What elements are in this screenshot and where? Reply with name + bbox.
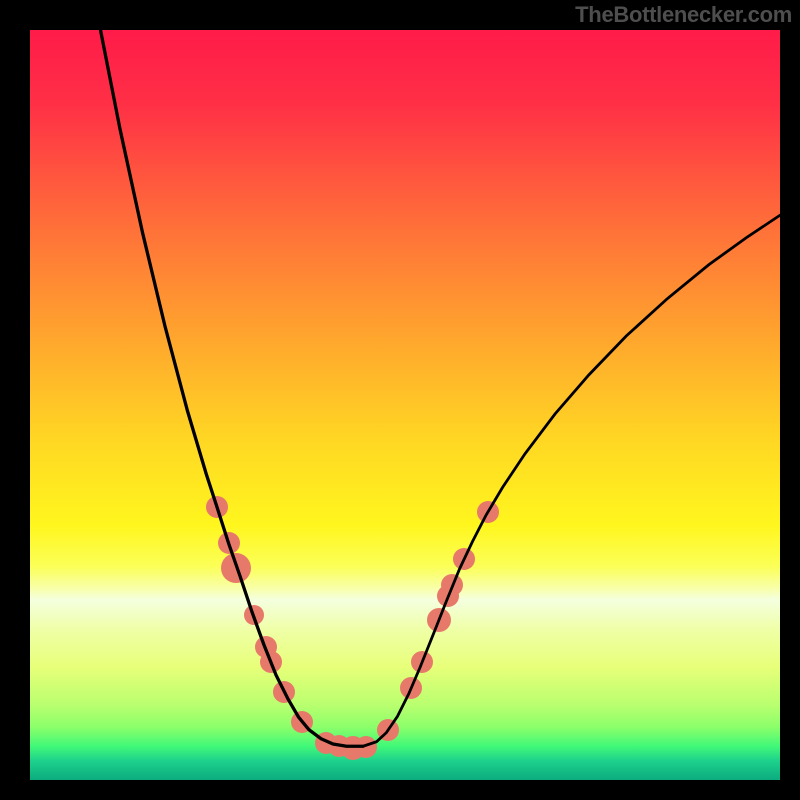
- curve-left: [101, 30, 364, 746]
- watermark-label: TheBottlenecker.com: [575, 2, 792, 28]
- plot-area: [30, 30, 780, 780]
- curve-layer: [30, 30, 780, 780]
- curve-right: [363, 215, 780, 746]
